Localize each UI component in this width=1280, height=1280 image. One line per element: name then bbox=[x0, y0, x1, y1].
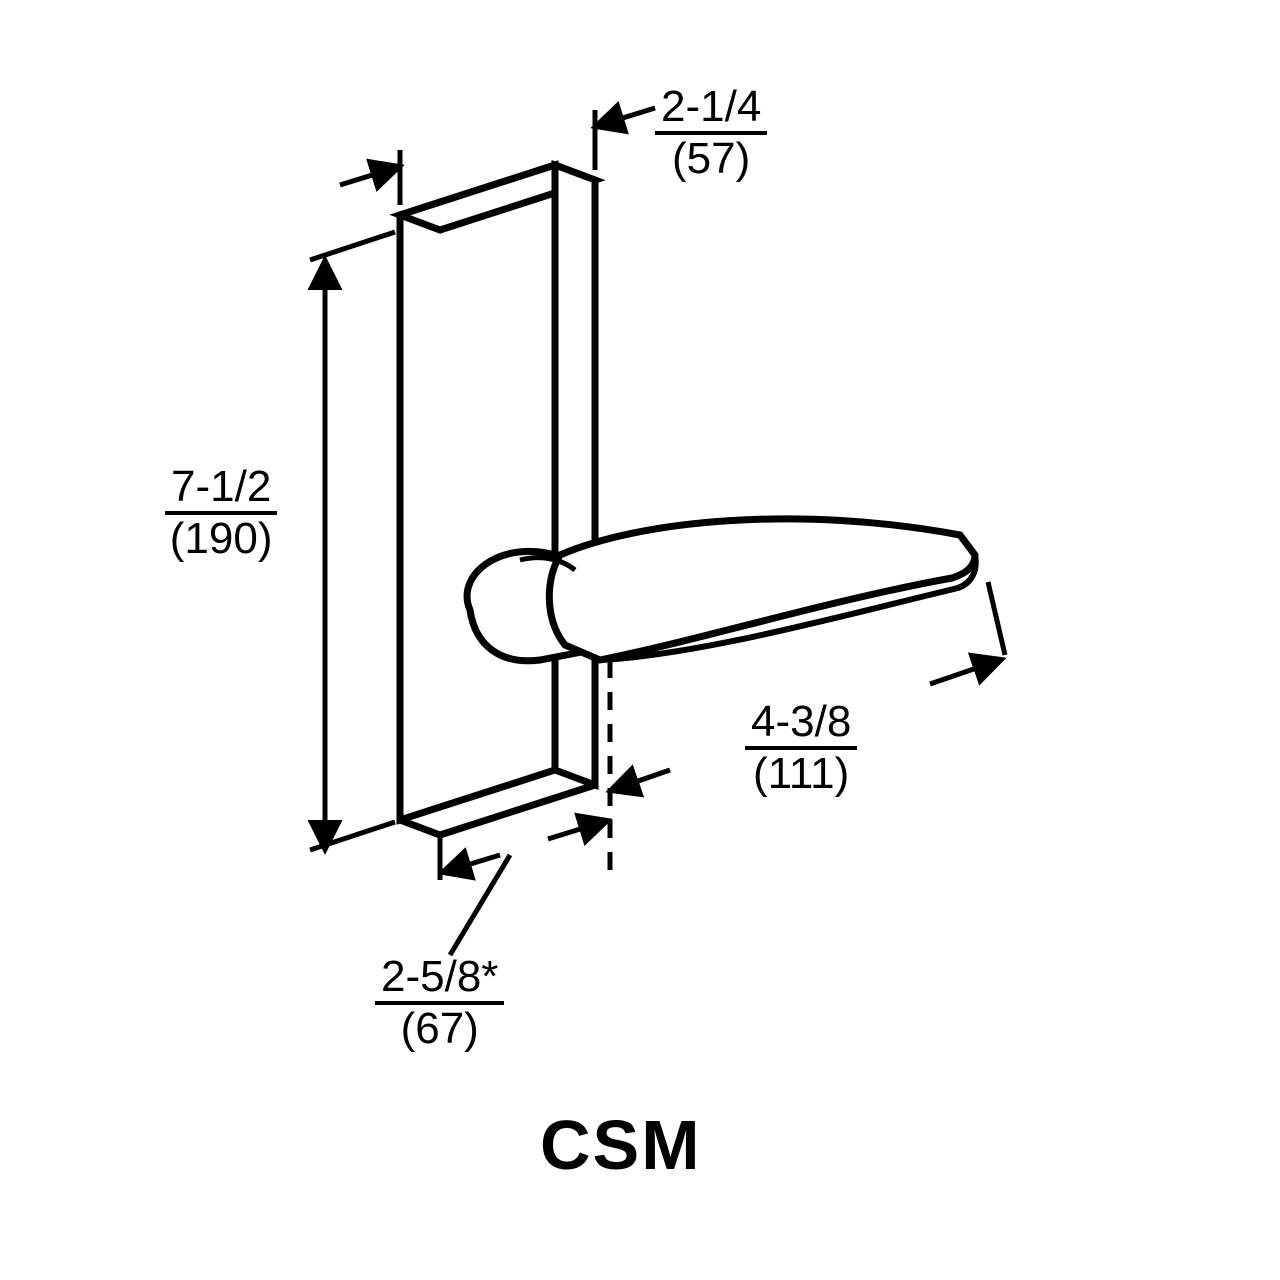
dim-offset-label: 2-5/8* (67) bbox=[375, 955, 504, 1051]
dim-width-label: 2-1/4 (57) bbox=[655, 85, 767, 181]
dim-width-arrow-right bbox=[597, 108, 655, 126]
dim-handle-label: 4-3/8 (111) bbox=[745, 700, 857, 796]
dim-height-metric: (190) bbox=[165, 515, 277, 561]
dim-handle-imperial: 4-3/8 bbox=[745, 700, 857, 750]
handle-lever bbox=[549, 519, 975, 660]
dim-height-label: 7-1/2 (190) bbox=[165, 465, 277, 561]
dim-handle-metric: (111) bbox=[745, 750, 857, 796]
dim-offset-imperial: 2-5/8* bbox=[375, 955, 504, 1005]
drawing-svg bbox=[0, 0, 1280, 1280]
dim-width-arrow-left bbox=[340, 167, 398, 185]
plate-side bbox=[555, 165, 595, 785]
dim-offset-arrow-right bbox=[548, 821, 606, 839]
dim-height-imperial: 7-1/2 bbox=[165, 465, 277, 515]
model-label: CSM bbox=[540, 1105, 702, 1185]
diagram-stage: 2-1/4 (57) 7-1/2 (190) 4-3/8 (111) 2-5/8… bbox=[0, 0, 1280, 1280]
dim-handle-arrow-left bbox=[612, 770, 670, 790]
dim-width-imperial: 2-1/4 bbox=[655, 85, 767, 135]
dim-offset-arrow-left bbox=[444, 855, 500, 872]
plate-front bbox=[400, 165, 555, 820]
dim-handle-arrow-right bbox=[930, 660, 1000, 684]
dim-width-metric: (57) bbox=[655, 135, 767, 181]
dim-offset-metric: (67) bbox=[375, 1005, 504, 1051]
